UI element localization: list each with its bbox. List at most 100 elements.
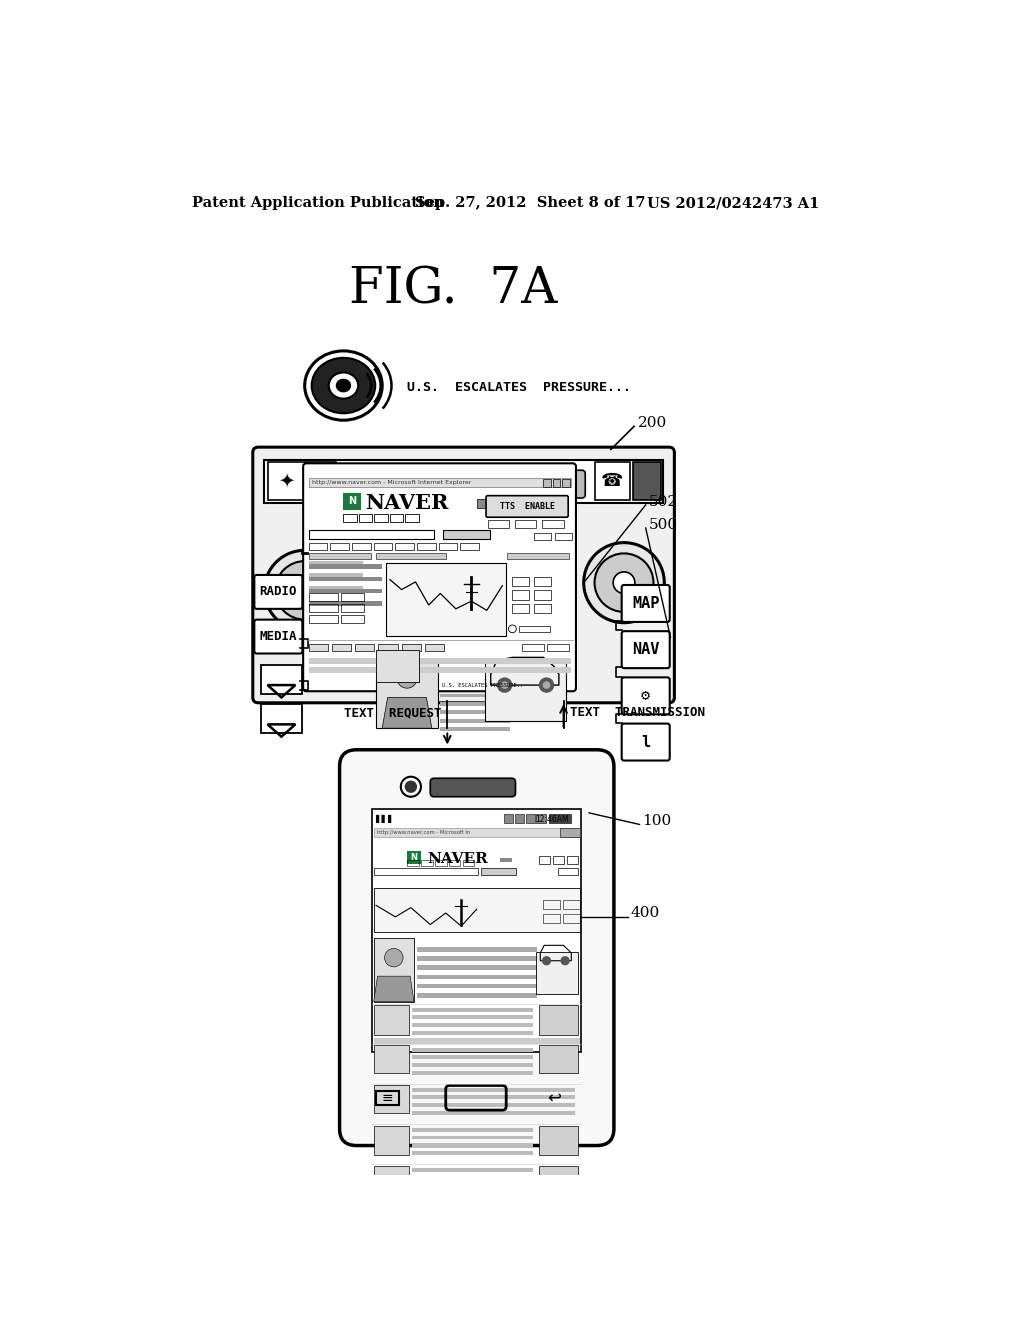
FancyBboxPatch shape — [254, 576, 302, 609]
FancyBboxPatch shape — [253, 447, 675, 702]
Bar — [376, 553, 445, 558]
Bar — [543, 913, 560, 923]
Circle shape — [613, 572, 635, 594]
Text: ☎: ☎ — [601, 473, 624, 490]
Bar — [359, 515, 372, 521]
Text: http://www.naver.com - Microsoft In: http://www.naver.com - Microsoft In — [377, 830, 470, 834]
Bar — [535, 590, 551, 599]
Ellipse shape — [311, 358, 375, 413]
Bar — [563, 913, 580, 923]
Bar — [512, 605, 529, 614]
Text: N: N — [411, 853, 418, 862]
Bar — [413, 1143, 532, 1147]
Text: N: N — [348, 496, 356, 506]
Circle shape — [397, 668, 417, 688]
Bar — [477, 499, 488, 508]
Text: U.S.  ESCALATES  PRESSURE...: U.S. ESCALATES PRESSURE... — [407, 381, 631, 395]
Bar — [539, 1166, 578, 1196]
Bar — [413, 1007, 532, 1011]
Bar — [308, 589, 382, 594]
Bar — [343, 515, 356, 521]
Circle shape — [501, 681, 509, 689]
Bar — [440, 693, 510, 697]
Bar — [425, 644, 444, 651]
Bar — [413, 1151, 532, 1155]
Bar — [374, 828, 580, 837]
Bar — [487, 520, 509, 528]
FancyBboxPatch shape — [622, 585, 670, 622]
Bar — [544, 479, 551, 487]
Bar — [413, 1071, 532, 1074]
Circle shape — [542, 956, 551, 965]
Bar — [463, 859, 474, 866]
Bar — [539, 1006, 578, 1035]
Text: ≡: ≡ — [382, 1090, 393, 1105]
Text: Sep. 27, 2012  Sheet 8 of 17: Sep. 27, 2012 Sheet 8 of 17 — [415, 197, 645, 210]
Text: ▌▌▌: ▌▌▌ — [375, 814, 394, 822]
Bar — [539, 857, 550, 863]
Text: TEXT  TRANSMISSION: TEXT TRANSMISSION — [569, 706, 705, 719]
Bar — [566, 857, 578, 863]
Bar — [332, 644, 351, 651]
Bar — [417, 965, 538, 970]
Bar — [308, 601, 382, 606]
Bar — [507, 553, 569, 558]
Bar — [407, 859, 419, 866]
Bar — [308, 529, 434, 539]
Bar — [261, 704, 302, 733]
Circle shape — [595, 553, 653, 612]
Circle shape — [543, 681, 550, 689]
Bar — [519, 626, 550, 632]
Bar — [549, 813, 570, 822]
Bar — [413, 1127, 532, 1131]
FancyBboxPatch shape — [430, 779, 515, 797]
Bar — [522, 644, 544, 651]
Bar — [563, 900, 580, 909]
Bar — [374, 1085, 409, 1113]
Bar — [558, 867, 579, 875]
Bar — [443, 529, 489, 539]
Text: RADIO: RADIO — [260, 585, 297, 598]
Bar — [374, 1045, 409, 1073]
FancyBboxPatch shape — [622, 631, 670, 668]
Bar — [539, 1045, 578, 1073]
Bar — [413, 1088, 575, 1092]
Circle shape — [275, 561, 334, 619]
Bar — [308, 564, 382, 569]
Bar — [440, 710, 510, 714]
Bar — [308, 543, 328, 549]
Text: 500: 500 — [649, 517, 678, 532]
Bar — [413, 1063, 532, 1067]
Bar — [413, 1191, 532, 1195]
Bar — [500, 858, 512, 862]
Circle shape — [584, 543, 665, 623]
Bar — [413, 1031, 532, 1035]
Bar — [406, 515, 419, 521]
Bar — [413, 1056, 532, 1059]
Bar — [537, 813, 546, 822]
Text: 200: 200 — [638, 416, 668, 430]
Bar — [390, 515, 403, 521]
Circle shape — [539, 677, 554, 693]
Ellipse shape — [337, 379, 350, 392]
Bar — [525, 813, 535, 822]
Bar — [413, 1104, 575, 1107]
Text: NAVER: NAVER — [427, 853, 487, 866]
Circle shape — [264, 550, 345, 631]
Bar — [480, 867, 515, 875]
Bar — [515, 813, 524, 822]
Text: Patent Application Publication: Patent Application Publication — [191, 197, 443, 210]
Bar — [341, 605, 365, 612]
FancyBboxPatch shape — [486, 496, 568, 517]
Circle shape — [497, 677, 512, 693]
Bar — [438, 543, 458, 549]
Bar — [308, 478, 570, 487]
Text: http://www.naver.com - Microsoft Internet Explorer: http://www.naver.com - Microsoft Interne… — [312, 480, 472, 484]
Bar — [417, 993, 538, 998]
Bar — [461, 543, 479, 549]
Text: 100: 100 — [642, 813, 671, 828]
Bar — [537, 952, 579, 994]
FancyBboxPatch shape — [303, 463, 575, 692]
Bar — [413, 1023, 532, 1027]
Bar — [308, 577, 382, 581]
